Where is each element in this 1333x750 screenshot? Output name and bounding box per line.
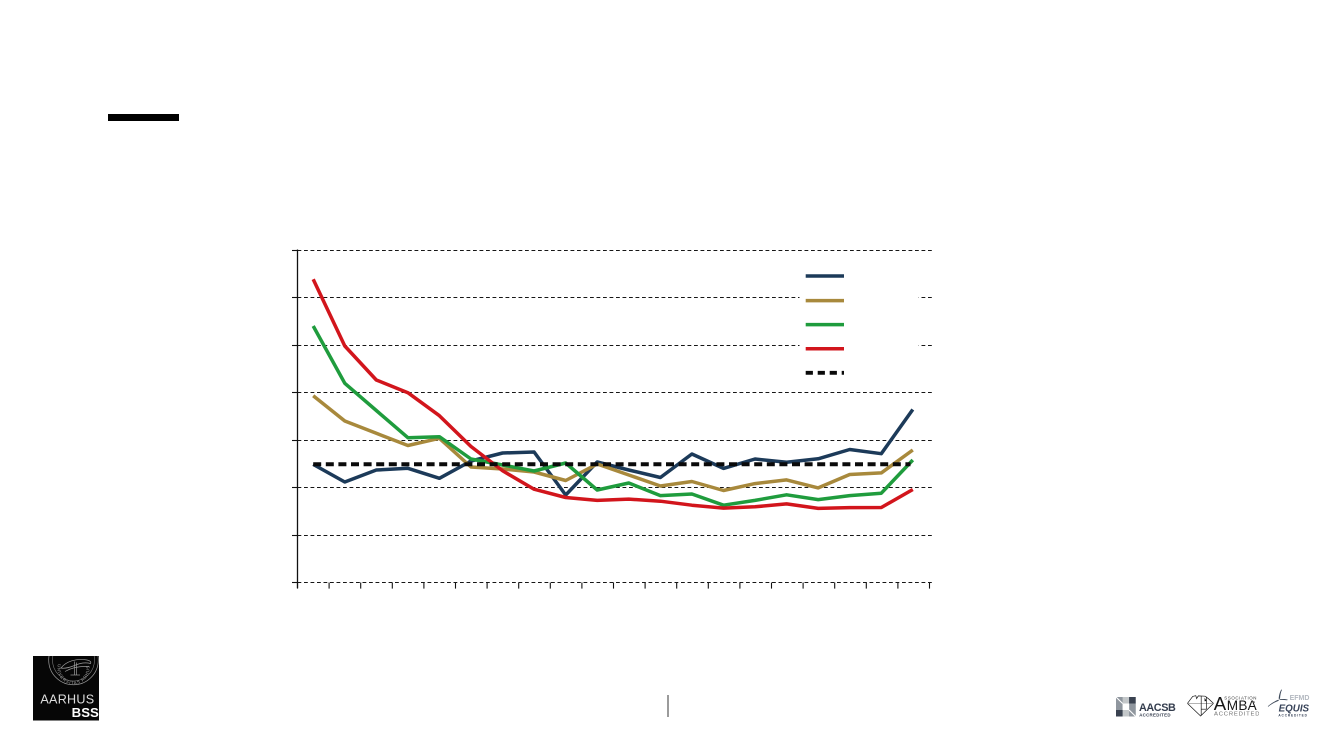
svg-text:s: s xyxy=(1253,700,1255,704)
svg-text:ACCREDITED: ACCREDITED xyxy=(1139,712,1171,717)
svg-text:ACCREDITED: ACCREDITED xyxy=(1214,712,1259,718)
svg-text:MBA: MBA xyxy=(1227,698,1258,713)
svg-text:A: A xyxy=(1214,694,1227,714)
svg-text:EQUIS: EQUIS xyxy=(1279,703,1310,714)
svg-text:AACSB: AACSB xyxy=(1139,702,1176,714)
svg-text:AARHUS: AARHUS xyxy=(40,692,94,706)
svg-text:ACCREDITED: ACCREDITED xyxy=(1278,714,1307,718)
svg-text:BSS: BSS xyxy=(71,705,98,720)
svg-text:EFMD: EFMD xyxy=(1290,695,1310,702)
svg-text:SSOCIATION: SSOCIATION xyxy=(1224,695,1257,700)
